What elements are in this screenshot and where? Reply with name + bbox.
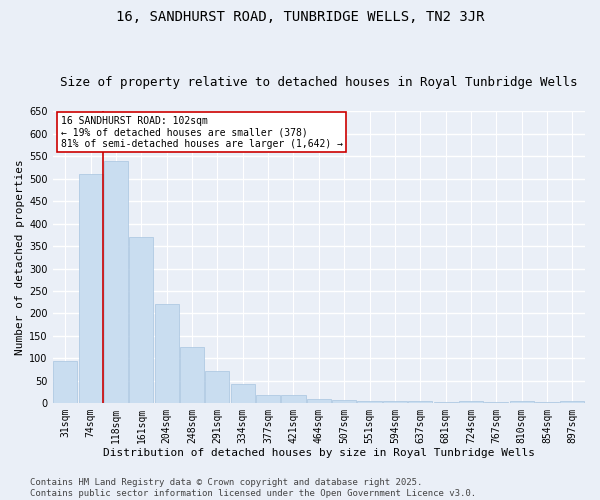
- Bar: [434, 402, 458, 403]
- Bar: [231, 384, 255, 403]
- Bar: [104, 161, 128, 403]
- Text: 16, SANDHURST ROAD, TUNBRIDGE WELLS, TN2 3JR: 16, SANDHURST ROAD, TUNBRIDGE WELLS, TN2…: [116, 10, 484, 24]
- Title: Size of property relative to detached houses in Royal Tunbridge Wells: Size of property relative to detached ho…: [60, 76, 578, 90]
- Text: Contains HM Land Registry data © Crown copyright and database right 2025.
Contai: Contains HM Land Registry data © Crown c…: [30, 478, 476, 498]
- Bar: [53, 360, 77, 403]
- Bar: [408, 402, 432, 403]
- Bar: [332, 400, 356, 403]
- Bar: [383, 402, 407, 403]
- Bar: [281, 395, 305, 403]
- Bar: [205, 371, 229, 403]
- X-axis label: Distribution of detached houses by size in Royal Tunbridge Wells: Distribution of detached houses by size …: [103, 448, 535, 458]
- Y-axis label: Number of detached properties: Number of detached properties: [15, 160, 25, 355]
- Bar: [180, 347, 204, 403]
- Bar: [307, 398, 331, 403]
- Text: 16 SANDHURST ROAD: 102sqm
← 19% of detached houses are smaller (378)
81% of semi: 16 SANDHURST ROAD: 102sqm ← 19% of detac…: [61, 116, 343, 149]
- Bar: [459, 402, 483, 403]
- Bar: [358, 402, 382, 403]
- Bar: [155, 304, 179, 403]
- Bar: [79, 174, 103, 403]
- Bar: [509, 402, 533, 403]
- Bar: [560, 402, 584, 403]
- Bar: [256, 395, 280, 403]
- Bar: [130, 237, 154, 403]
- Bar: [535, 402, 559, 403]
- Bar: [484, 402, 508, 403]
